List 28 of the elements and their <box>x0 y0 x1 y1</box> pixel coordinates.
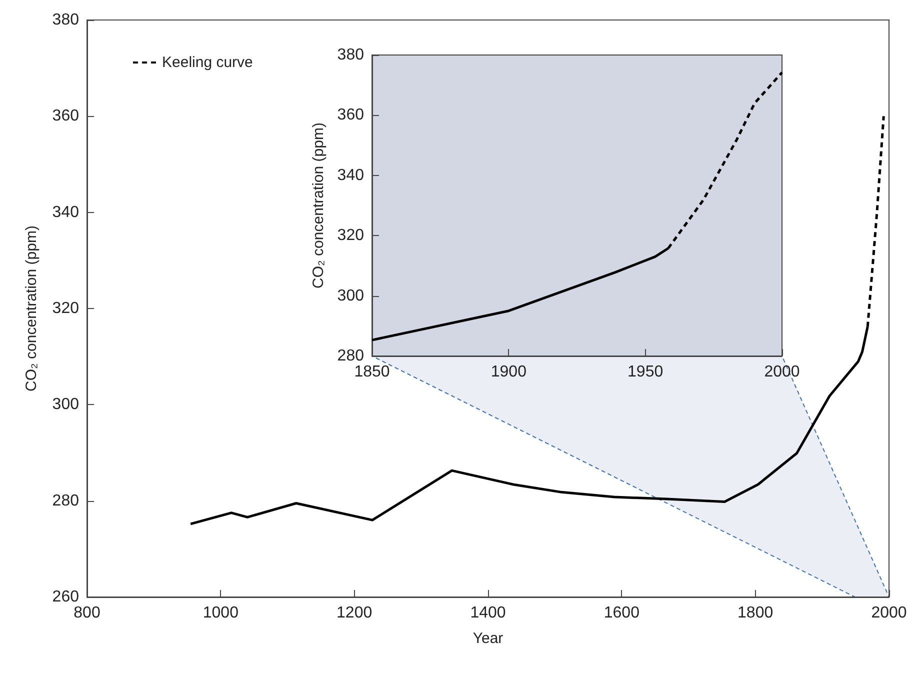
x-tick-label: 1600 <box>604 604 640 622</box>
y-tick-label: 300 <box>337 287 364 304</box>
x-tick-label: 1800 <box>738 604 774 622</box>
y-tick-label: 380 <box>337 46 364 64</box>
y-tick-label: 260 <box>52 588 80 606</box>
y-tick-label: 380 <box>52 12 80 28</box>
y-tick-label: 300 <box>52 396 80 414</box>
x-tick-label: 1950 <box>628 364 664 380</box>
y-axis-title: CO₂ concentration (ppm) <box>310 122 327 288</box>
x-tick-label: 1400 <box>470 604 506 622</box>
y-tick-label: 320 <box>337 227 364 244</box>
x-axis-title: Year <box>472 630 504 647</box>
x-tick-label: 2000 <box>871 604 907 622</box>
y-tick-label: 320 <box>52 300 80 317</box>
x-tick-label: 1850 <box>354 364 390 380</box>
y-tick-label: 340 <box>337 166 364 184</box>
x-tick-label: 1200 <box>336 604 372 622</box>
legend-label: Keeling curve <box>162 54 253 71</box>
y-tick-label: 280 <box>337 348 364 364</box>
x-tick-label: 1900 <box>490 364 527 380</box>
y-tick-label: 280 <box>52 492 80 510</box>
x-tick-label: 800 <box>74 604 100 622</box>
y-tick-label: 360 <box>337 106 364 124</box>
y-tick-label: 360 <box>52 108 80 125</box>
x-tick-label: 1000 <box>202 604 239 622</box>
y-tick-label: 340 <box>52 204 80 221</box>
y-axis-title: CO₂ concentration (ppm) <box>23 226 40 392</box>
x-tick-label: 2000 <box>764 364 800 380</box>
